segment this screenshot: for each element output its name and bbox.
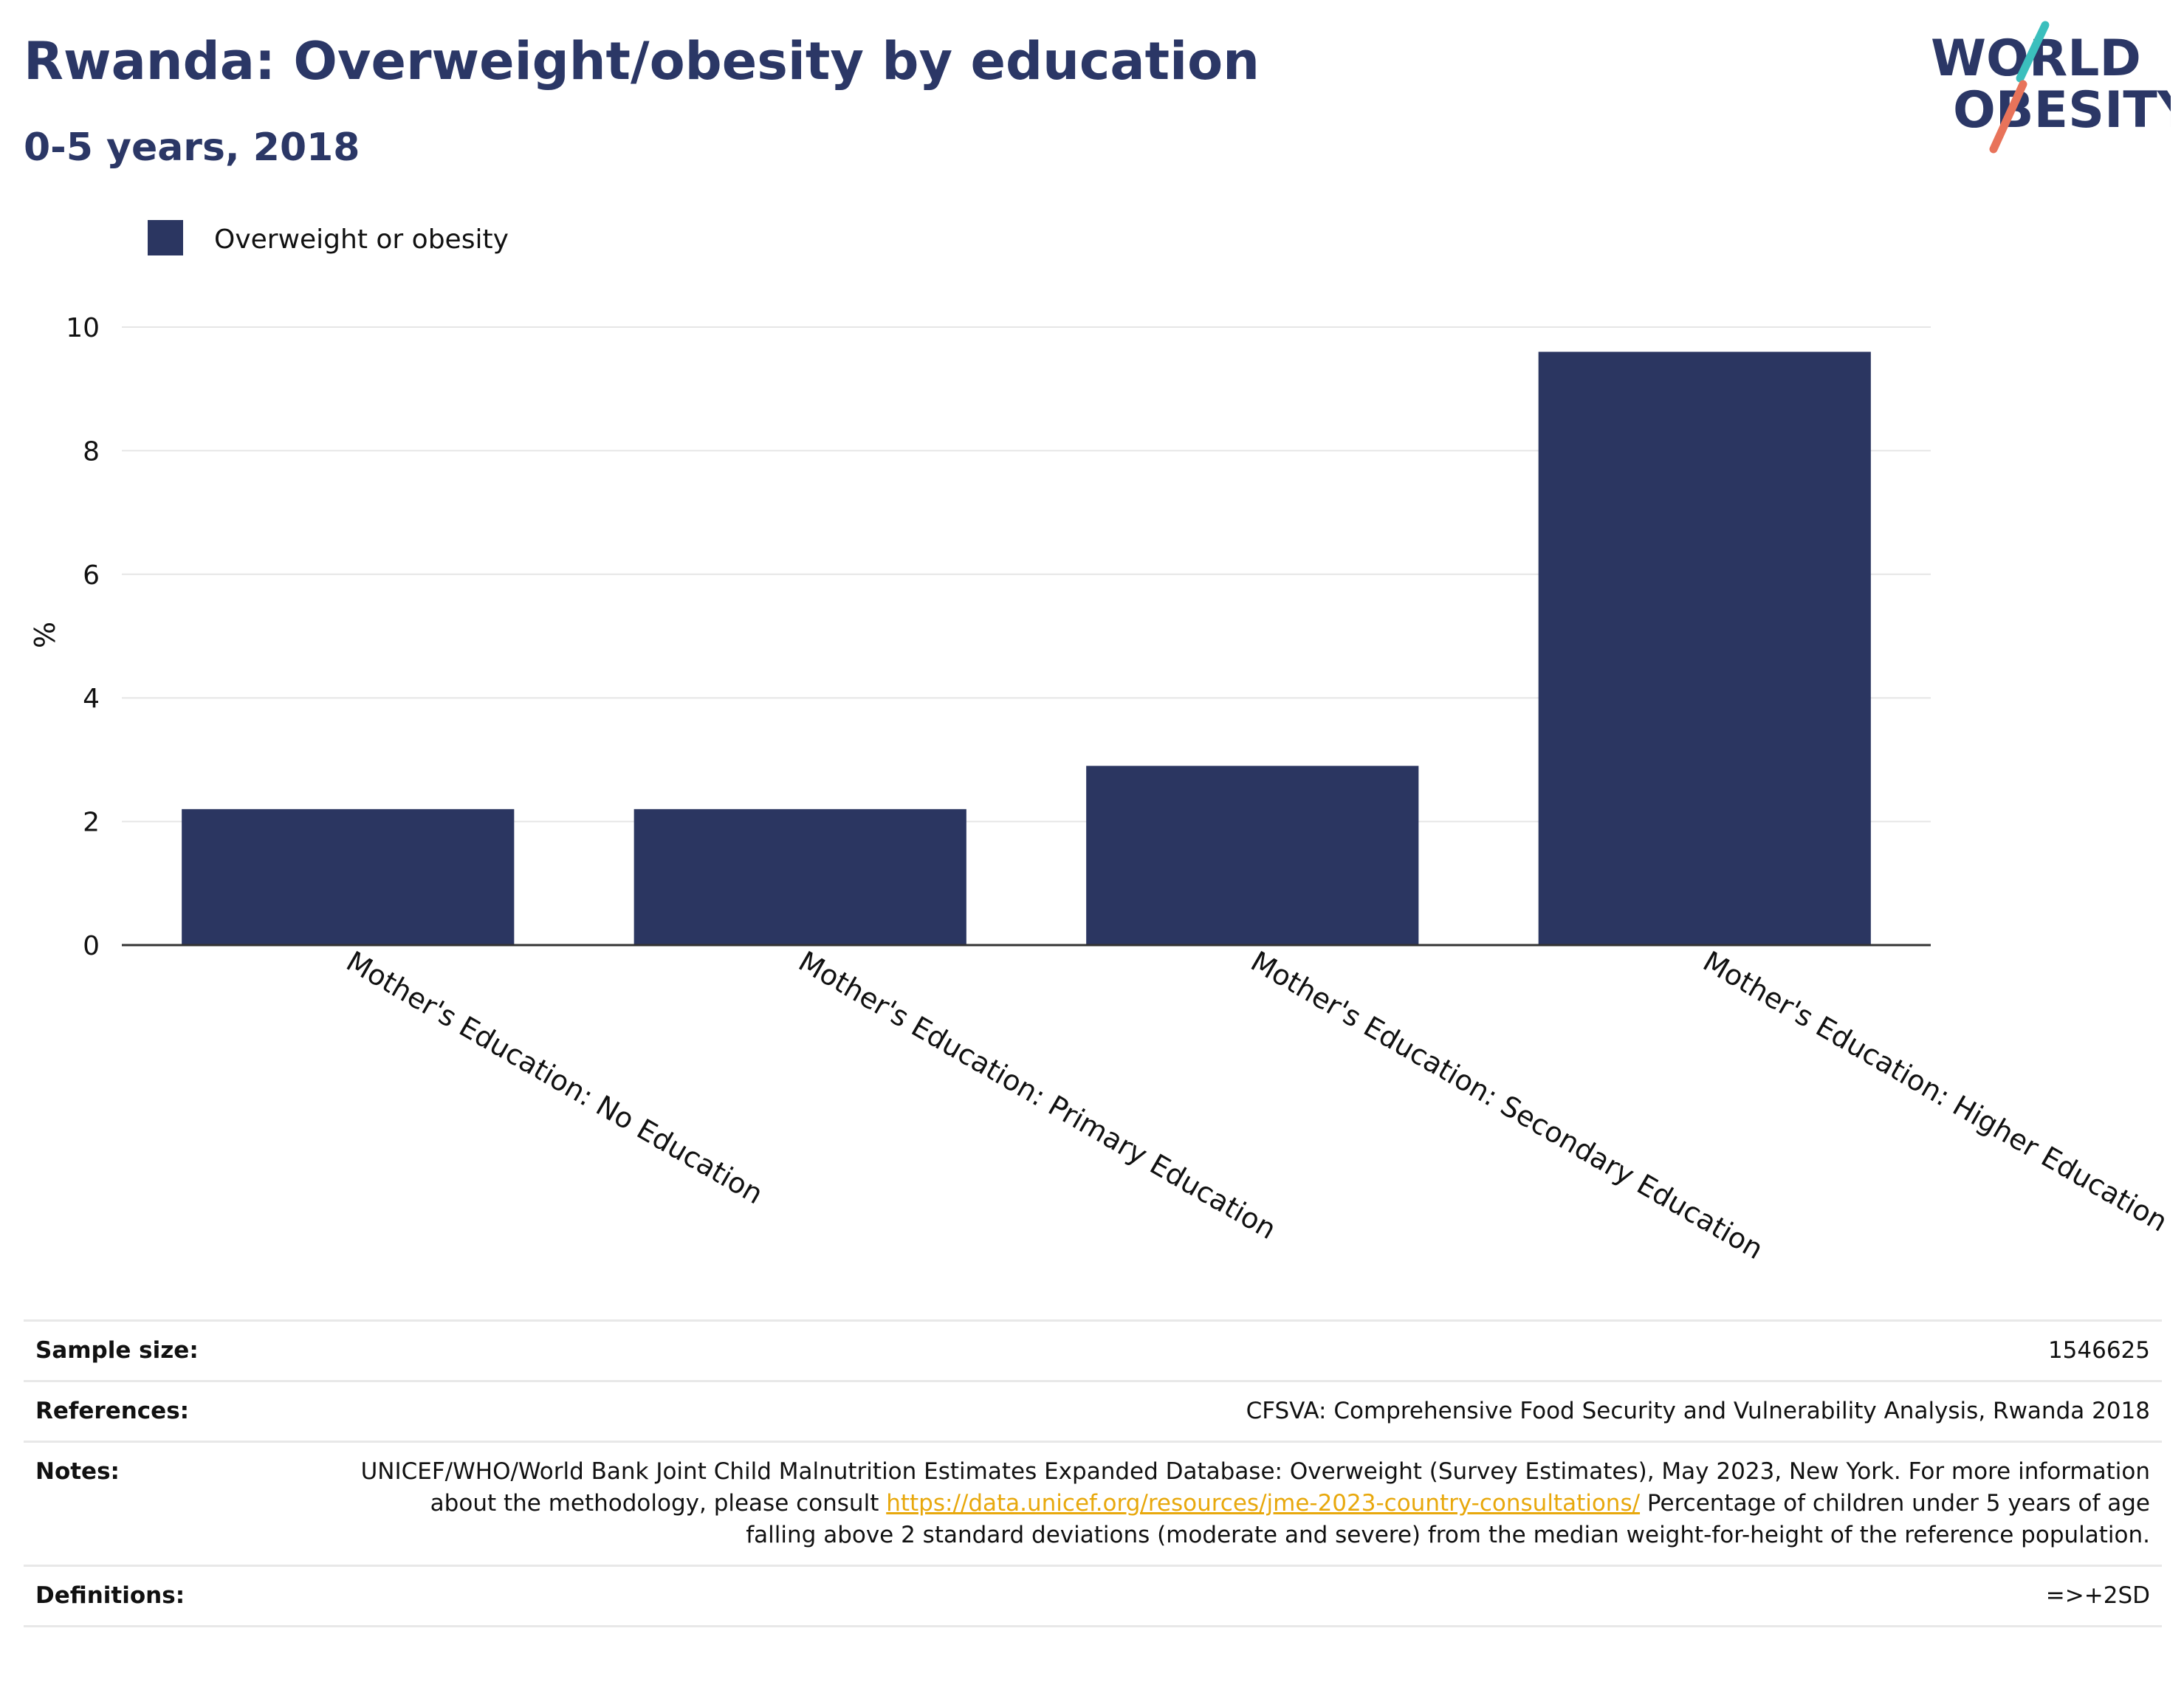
- references-value: CFSVA: Comprehensive Food Security and V…: [343, 1380, 2162, 1442]
- y-tick-label: 10: [66, 313, 100, 343]
- bar: [633, 808, 966, 945]
- bar: [1086, 766, 1419, 945]
- bar: [1538, 351, 1871, 946]
- y-tick-label: 4: [83, 684, 100, 714]
- notes-row: Notes: UNICEF/WHO/World Bank Joint Child…: [24, 1441, 2162, 1566]
- references-row: References: CFSVA: Comprehensive Food Se…: [24, 1380, 2162, 1442]
- sample-size-value: 1546625: [343, 1319, 2162, 1381]
- y-tick-label: 2: [83, 808, 100, 838]
- x-tick-label: Mother's Education: Higher Education: [1697, 945, 2173, 1238]
- sample-size-label: Sample size:: [24, 1319, 343, 1381]
- chart-title: Rwanda: Overweight/obesity by education: [24, 31, 1260, 92]
- chart-subtitle: 0-5 years, 2018: [24, 126, 360, 170]
- x-tick-label: Mother's Education: Secondary Education: [1246, 945, 1769, 1266]
- definitions-value: =>+2SD: [343, 1565, 2162, 1627]
- y-tick-label: 0: [83, 931, 100, 961]
- y-axis-label: %: [29, 622, 61, 648]
- legend-swatch: [148, 220, 183, 255]
- logo-slash-bottom: [1989, 80, 2027, 154]
- bars: [182, 351, 1871, 946]
- methodology-link[interactable]: https://data.unicef.org/resources/jme-20…: [886, 1490, 1641, 1517]
- y-tick-label: 6: [83, 560, 100, 591]
- bar-chart: Overweight or obesity 0 2 4 6 8 10 Mother's Ed…: [29, 220, 2173, 1266]
- definitions-label: Definitions:: [24, 1565, 343, 1627]
- definitions-row: Definitions: =>+2SD: [24, 1565, 2162, 1627]
- info-table: Sample size: 1546625 References: CFSVA: …: [24, 1319, 2162, 1627]
- y-tick-label: 8: [83, 436, 100, 467]
- logo-slash-top: [2016, 21, 2050, 83]
- notes-text-after: Percentage of children under 5 years of …: [746, 1490, 2150, 1548]
- legend: Overweight or obesity: [148, 220, 509, 255]
- world-obesity-logo: WORLD OBESITY: [1931, 21, 2171, 154]
- legend-label: Overweight or obesity: [214, 224, 509, 255]
- sample-size-row: Sample size: 1546625: [24, 1319, 2162, 1381]
- logo-line2: OBESITY: [1953, 81, 2171, 140]
- notes-label: Notes:: [24, 1441, 343, 1566]
- notes-value: UNICEF/WHO/World Bank Joint Child Malnut…: [343, 1441, 2162, 1566]
- references-label: References:: [24, 1380, 343, 1442]
- bar: [182, 808, 515, 945]
- x-tick-label: Mother's Education: Primary Education: [793, 945, 1282, 1246]
- notes-text-before: UNICEF/WHO/World Bank Joint Child Malnut…: [360, 1458, 2150, 1517]
- x-tick-label: Mother's Education: No Education: [341, 945, 769, 1211]
